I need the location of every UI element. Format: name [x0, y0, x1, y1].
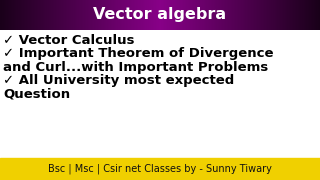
- Bar: [0, 158, 320, 180]
- Text: ✓ All University most expected
Question: ✓ All University most expected Question: [3, 74, 234, 101]
- Text: Vector algebra: Vector algebra: [93, 8, 227, 22]
- Text: ✓ Important Theorem of Divergence
and Curl...with Important Problems: ✓ Important Theorem of Divergence and Cu…: [3, 48, 274, 74]
- Text: ✓ Vector Calculus: ✓ Vector Calculus: [3, 34, 134, 47]
- Bar: [0, 30, 320, 158]
- Text: Bsc | Msc | Csir net Classes by - Sunny Tiwary: Bsc | Msc | Csir net Classes by - Sunny …: [48, 164, 272, 174]
